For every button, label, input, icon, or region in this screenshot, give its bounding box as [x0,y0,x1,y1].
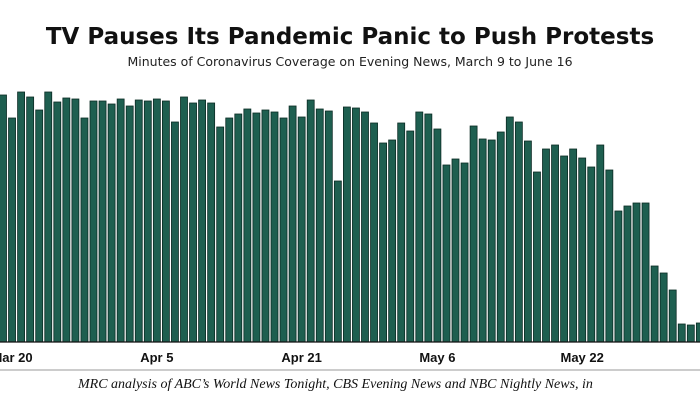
bar [8,117,16,343]
bar [361,111,369,343]
bar [415,111,424,343]
x-tick-label: May 6 [419,350,455,365]
bar [225,117,234,343]
bar [505,116,514,343]
x-tick-label: May 22 [561,350,604,365]
bar [659,272,668,343]
bar [216,126,225,343]
bar [370,122,378,343]
bar [198,99,207,343]
bar [487,139,496,343]
x-tick-label: Apr 21 [281,350,321,365]
bar [433,128,442,343]
bar [143,100,152,343]
bar [677,323,686,343]
bar [614,210,623,343]
bar [288,105,297,343]
bar [80,117,89,343]
bar [533,171,541,343]
bar [406,130,415,343]
bar [379,142,388,343]
bar [352,107,360,343]
bar [686,324,695,343]
bar [451,158,460,343]
bar [98,100,107,343]
x-tick-label: Mar 20 [0,350,33,365]
bar [306,99,315,343]
bar [89,100,98,343]
bar [279,117,288,343]
bar [44,91,53,343]
bar [397,122,406,343]
bar [53,101,62,343]
bar [632,202,641,343]
source-note: MRC analysis of ABC’s World News Tonight… [77,377,593,392]
bar [587,166,596,343]
bar [62,97,71,343]
bar [650,265,659,343]
bar [17,91,26,343]
chart-subtitle: Minutes of Coronavirus Coverage on Eveni… [127,54,572,69]
bar [189,102,197,343]
bar [578,157,587,343]
bar [496,131,505,343]
bar [524,140,532,343]
bar [161,100,170,343]
bar [35,109,44,343]
bar [71,98,80,343]
bar [116,98,125,343]
bar [270,111,279,343]
bar [107,103,116,343]
bar [342,106,351,343]
bar [26,96,35,343]
bar [514,121,523,343]
bar [152,98,161,343]
bar [623,205,632,343]
bar [207,102,216,343]
bar [551,144,559,343]
bar [668,289,677,343]
bar [542,148,550,343]
bar [478,138,487,343]
bar [324,110,333,343]
bar [695,322,700,343]
bar [424,113,433,343]
bar [180,96,188,343]
bar [605,169,614,343]
bar [469,125,478,343]
bar [560,155,568,343]
bar [460,162,469,343]
bar [297,116,306,343]
bar [234,113,243,343]
bar [333,180,342,343]
bar [641,202,650,343]
bar [442,164,451,343]
bar [125,105,134,343]
bar [569,148,578,343]
x-tick-label: Apr 5 [140,350,173,365]
bar [171,121,179,343]
bar [0,94,7,343]
bar [388,139,397,343]
chart-title: TV Pauses Its Pandemic Panic to Push Pro… [46,24,654,50]
bar [261,109,270,343]
bar [134,99,143,343]
bar [252,112,261,343]
bar [243,108,252,343]
bar [596,144,605,343]
bar [315,108,324,343]
